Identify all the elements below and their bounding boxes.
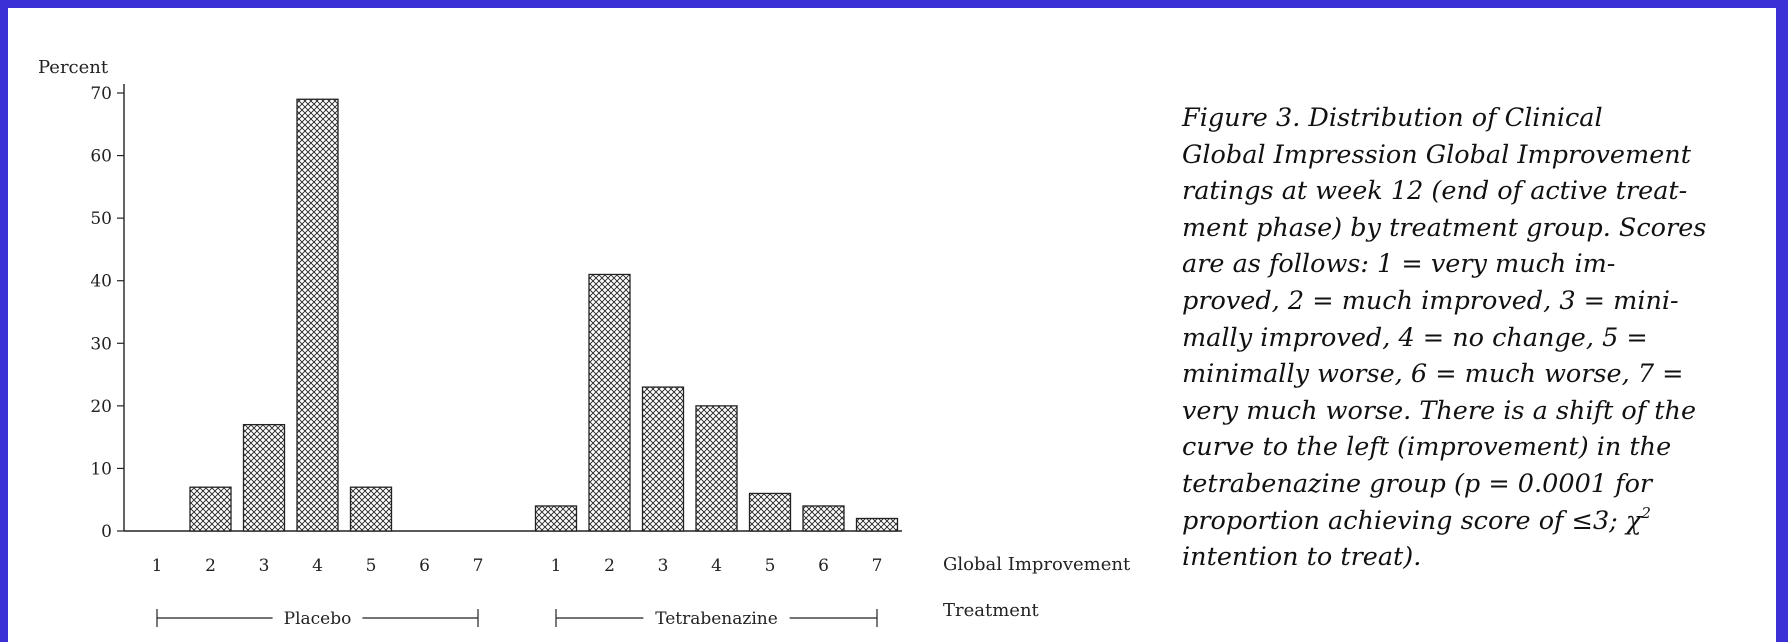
y-tick-label: 10 bbox=[90, 459, 112, 479]
caption-line: mally improved, 4 = no change, 5 = bbox=[1182, 322, 1648, 353]
x-tick-labels: 1 2 3 4 5 6 7 1 2 3 4 5 6 7 bbox=[152, 556, 883, 576]
y-axis-title: Percent bbox=[38, 57, 109, 78]
y-ticks: 0 10 20 30 40 50 60 70 bbox=[90, 84, 124, 542]
group-label-tetrabenazine: Tetrabenazine bbox=[655, 609, 778, 629]
bar-placebo-5 bbox=[349, 486, 393, 532]
x-tick-label: 6 bbox=[818, 556, 829, 576]
x-tick-label: 3 bbox=[259, 556, 270, 576]
x-tick-label: 3 bbox=[658, 556, 669, 576]
x-tick-label: 4 bbox=[312, 556, 323, 576]
x-tick-label: 7 bbox=[872, 556, 883, 576]
group-axis-title: Treatment bbox=[943, 600, 1040, 621]
x-tick-label: 6 bbox=[419, 556, 430, 576]
y-tick-label: 60 bbox=[90, 147, 112, 167]
caption-line: Figure 3. Distribution of Clinical bbox=[1182, 103, 1603, 133]
caption-line: Global Impression Global Improvement bbox=[1182, 139, 1691, 170]
y-tick-label: 40 bbox=[90, 272, 112, 292]
bar-tetrabenazine-5 bbox=[748, 492, 792, 532]
group-label-placebo: Placebo bbox=[284, 609, 352, 629]
bar-tetrabenazine-6 bbox=[802, 505, 845, 532]
y-tick-label: 30 bbox=[90, 334, 112, 354]
caption-line: proved, 2 = much improved, 3 = mini- bbox=[1182, 285, 1679, 316]
y-tick-label: 20 bbox=[90, 397, 112, 417]
bar-placebo-2 bbox=[189, 486, 232, 532]
bar-tetrabenazine-3 bbox=[641, 386, 685, 532]
caption-line: very much worse. There is a shift of the bbox=[1182, 395, 1697, 426]
bars bbox=[189, 98, 899, 532]
caption-line: tetrabenazine group (p = 0.0001 for bbox=[1182, 468, 1653, 499]
caption-line: minimally worse, 6 = much worse, 7 = bbox=[1182, 359, 1684, 390]
x-tick-label: 1 bbox=[551, 556, 562, 576]
bar-chart: Percent Global Improvement Treatment 010… bbox=[38, 57, 1131, 629]
bar-tetrabenazine-7 bbox=[855, 517, 899, 532]
x-tick-label: 2 bbox=[604, 556, 615, 576]
bar-tetrabenazine-2 bbox=[588, 273, 631, 532]
x-tick-label: 5 bbox=[765, 556, 776, 576]
caption-line: curve to the left (improvement) in the bbox=[1182, 432, 1672, 463]
chi-square-superscript: 2 bbox=[1641, 503, 1651, 522]
caption-line: are as follows: 1 = very much im- bbox=[1182, 249, 1616, 280]
caption-line: ment phase) by treatment group. Scores bbox=[1182, 212, 1707, 243]
bar-tetrabenazine-1 bbox=[534, 505, 578, 532]
caption-line: proportion achieving score of ≤3; χ2 bbox=[1182, 503, 1651, 536]
figure-panel: Percent Global Improvement Treatment 0 10… bbox=[8, 8, 1776, 642]
y-tick-label: 50 bbox=[90, 209, 112, 229]
bar-placebo-3 bbox=[242, 423, 286, 532]
caption-line: intention to treat). bbox=[1182, 542, 1422, 573]
y-tick-label: 0 bbox=[101, 522, 112, 542]
x-tick-label: 5 bbox=[366, 556, 377, 576]
group-brackets: Placebo Tetrabenazine bbox=[156, 609, 878, 629]
x-tick-label: 7 bbox=[473, 556, 484, 576]
caption-line: ratings at week 12 (end of active treat- bbox=[1182, 176, 1688, 207]
x-tick-label: 4 bbox=[711, 556, 722, 576]
x-tick-label: 2 bbox=[205, 556, 216, 576]
bar-tetrabenazine-4 bbox=[695, 405, 738, 532]
x-tick-label: 1 bbox=[152, 556, 163, 576]
y-tick-label: 70 bbox=[90, 84, 112, 104]
figure-caption: Figure 3. Distribution of Clinical Global… bbox=[1182, 100, 1752, 576]
bar-placebo-4 bbox=[296, 98, 339, 532]
x-axis-title: Global Improvement bbox=[943, 554, 1131, 575]
